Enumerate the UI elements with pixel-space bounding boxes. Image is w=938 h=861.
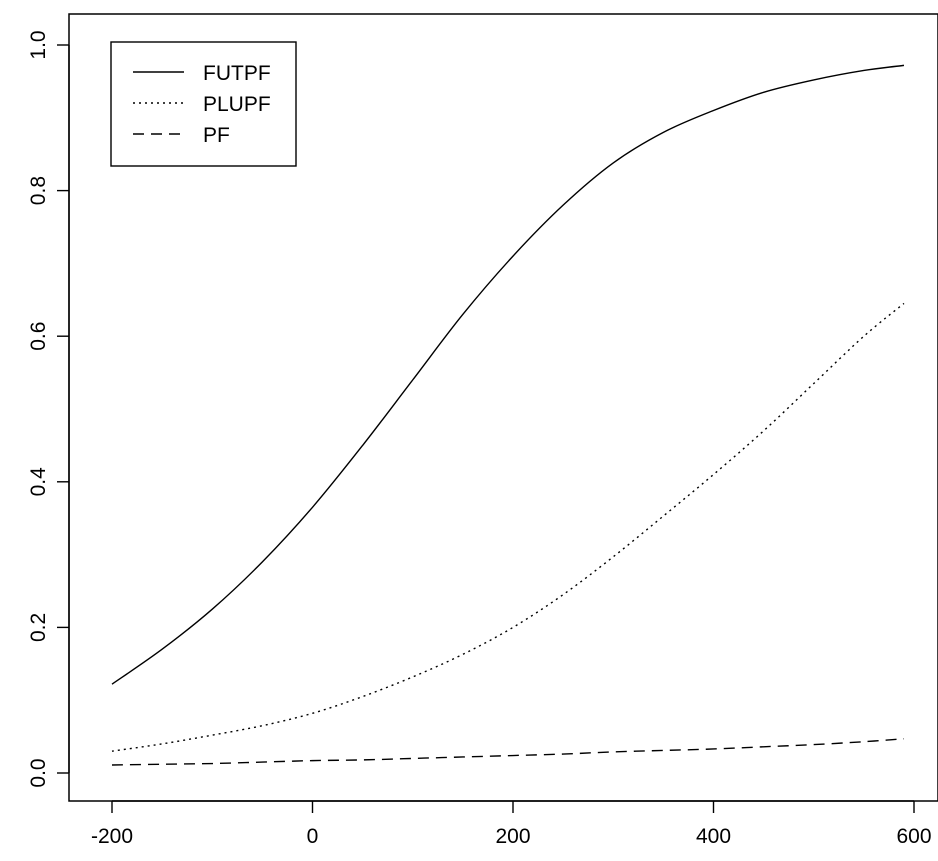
y-tick-label: 0.4 <box>27 467 50 497</box>
legend-box <box>110 41 297 167</box>
series-line-pf <box>111 738 905 766</box>
series-line-plupf <box>111 302 905 752</box>
x-tick-label: 200 <box>495 825 530 848</box>
y-tick-label: 0.8 <box>27 176 50 205</box>
legend-label-pf: PF <box>203 124 230 147</box>
legend-label-plupf: PLUPF <box>203 93 271 116</box>
series-layer <box>111 64 905 766</box>
legend: FUTPF PLUPF PF <box>110 41 297 167</box>
y-tick-label: 1.0 <box>27 30 50 59</box>
x-tick-label: -200 <box>91 825 133 848</box>
y-tick-label: 0.2 <box>27 613 50 642</box>
x-axis: -200 0 200 400 600 <box>91 800 932 848</box>
y-tick-label: 0.6 <box>27 322 50 351</box>
series-line-futpf <box>111 64 905 685</box>
y-tick-label: 0.0 <box>27 758 50 787</box>
x-tick-label: 0 <box>307 825 319 848</box>
legend-label-futpf: FUTPF <box>203 62 271 85</box>
x-tick-label: 600 <box>896 825 931 848</box>
y-axis: 0.0 0.2 0.4 0.6 0.8 1.0 <box>27 30 70 788</box>
x-tick-label: 400 <box>696 825 731 848</box>
